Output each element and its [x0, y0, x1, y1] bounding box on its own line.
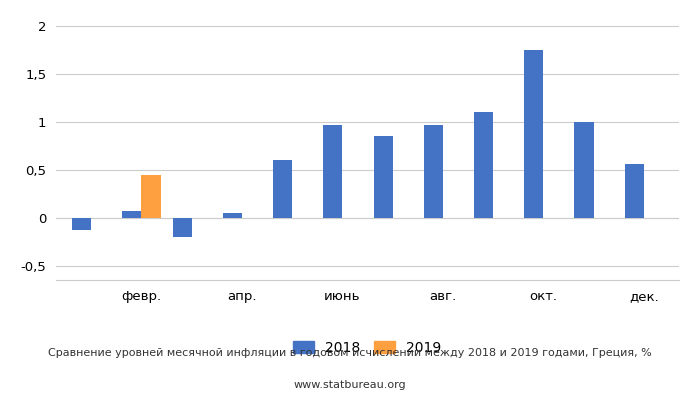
Bar	[575, 122, 594, 218]
Bar	[173, 218, 192, 237]
Bar	[223, 213, 242, 218]
Bar	[323, 125, 342, 218]
Legend: 2018, 2019: 2018, 2019	[288, 335, 447, 360]
Bar	[474, 112, 493, 218]
Bar	[424, 125, 443, 218]
Bar	[374, 136, 393, 218]
Bar	[122, 211, 141, 218]
Text: Сравнение уровней месячной инфляции в годовом исчислении между 2018 и 2019 годам: Сравнение уровней месячной инфляции в го…	[48, 348, 652, 358]
Bar	[72, 218, 91, 230]
Bar	[624, 164, 644, 218]
Bar	[141, 175, 160, 218]
Bar	[524, 50, 543, 218]
Text: www.statbureau.org: www.statbureau.org	[294, 380, 406, 390]
Bar	[273, 160, 292, 218]
